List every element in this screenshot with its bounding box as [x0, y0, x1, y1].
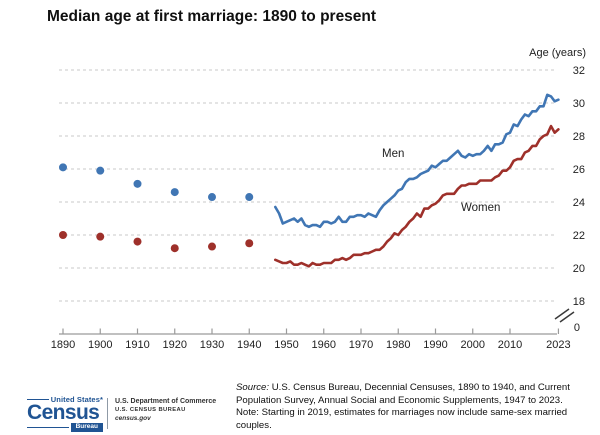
page-title: Median age at first marriage: 1890 to pr… — [47, 8, 377, 25]
svg-text:1910: 1910 — [125, 339, 149, 351]
svg-text:1920: 1920 — [163, 339, 187, 351]
svg-text:1990: 1990 — [423, 339, 447, 351]
source-text: U.S. Census Bureau, Decennial Censuses, … — [236, 382, 570, 406]
logo-bureau-bar: Bureau — [70, 422, 103, 432]
svg-text:1890: 1890 — [51, 339, 75, 351]
logo-divider-line — [107, 398, 108, 429]
svg-text:32: 32 — [573, 65, 585, 77]
logo-rule-bottom — [27, 426, 69, 428]
svg-text:1940: 1940 — [237, 339, 261, 351]
svg-text:1970: 1970 — [349, 339, 373, 351]
svg-text:2010: 2010 — [498, 339, 522, 351]
logo-rule-top — [27, 399, 49, 400]
note-text: Note: Starting in 2019, estimates for ma… — [236, 407, 568, 431]
svg-text:0: 0 — [574, 322, 580, 334]
y-axis-title: Age (years) — [529, 47, 586, 59]
logo-dept-commerce: U.S. Department of Commerce — [115, 398, 217, 405]
logo-top-row: United States* — [27, 395, 103, 404]
logo-census-gov: census.gov — [115, 415, 151, 422]
svg-text:22: 22 — [573, 230, 585, 242]
svg-text:24: 24 — [573, 197, 585, 209]
logo-bottom-row: Bureau — [27, 422, 103, 432]
svg-text:1960: 1960 — [312, 339, 336, 351]
logo-census-bureau-caps: U.S. CENSUS BUREAU — [115, 407, 186, 413]
svg-text:26: 26 — [573, 164, 585, 176]
svg-text:18: 18 — [573, 296, 585, 308]
census-bureau-logo: United States* Census Bureau — [27, 395, 103, 432]
women-series-label: Women — [461, 202, 501, 214]
svg-text:20: 20 — [573, 263, 585, 275]
svg-text:1930: 1930 — [200, 339, 224, 351]
svg-text:28: 28 — [573, 131, 585, 143]
svg-text:2000: 2000 — [461, 339, 485, 351]
svg-text:1950: 1950 — [274, 339, 298, 351]
source-note-block: Source: U.S. Census Bureau, Decennial Ce… — [236, 382, 592, 433]
svg-text:30: 30 — [573, 98, 585, 110]
source-label: Source: — [236, 382, 270, 393]
svg-text:2023: 2023 — [546, 339, 570, 351]
men-series-label: Men — [382, 148, 405, 160]
logo-census-wordmark: Census — [27, 401, 100, 424]
logo-united-states: United States* — [50, 395, 103, 404]
svg-text:1980: 1980 — [386, 339, 410, 351]
svg-text:1900: 1900 — [88, 339, 112, 351]
logo-text-block: U.S. Department of Commerce U.S. CENSUS … — [115, 398, 216, 422]
source-line: Source: U.S. Census Bureau, Decennial Ce… — [236, 382, 592, 407]
